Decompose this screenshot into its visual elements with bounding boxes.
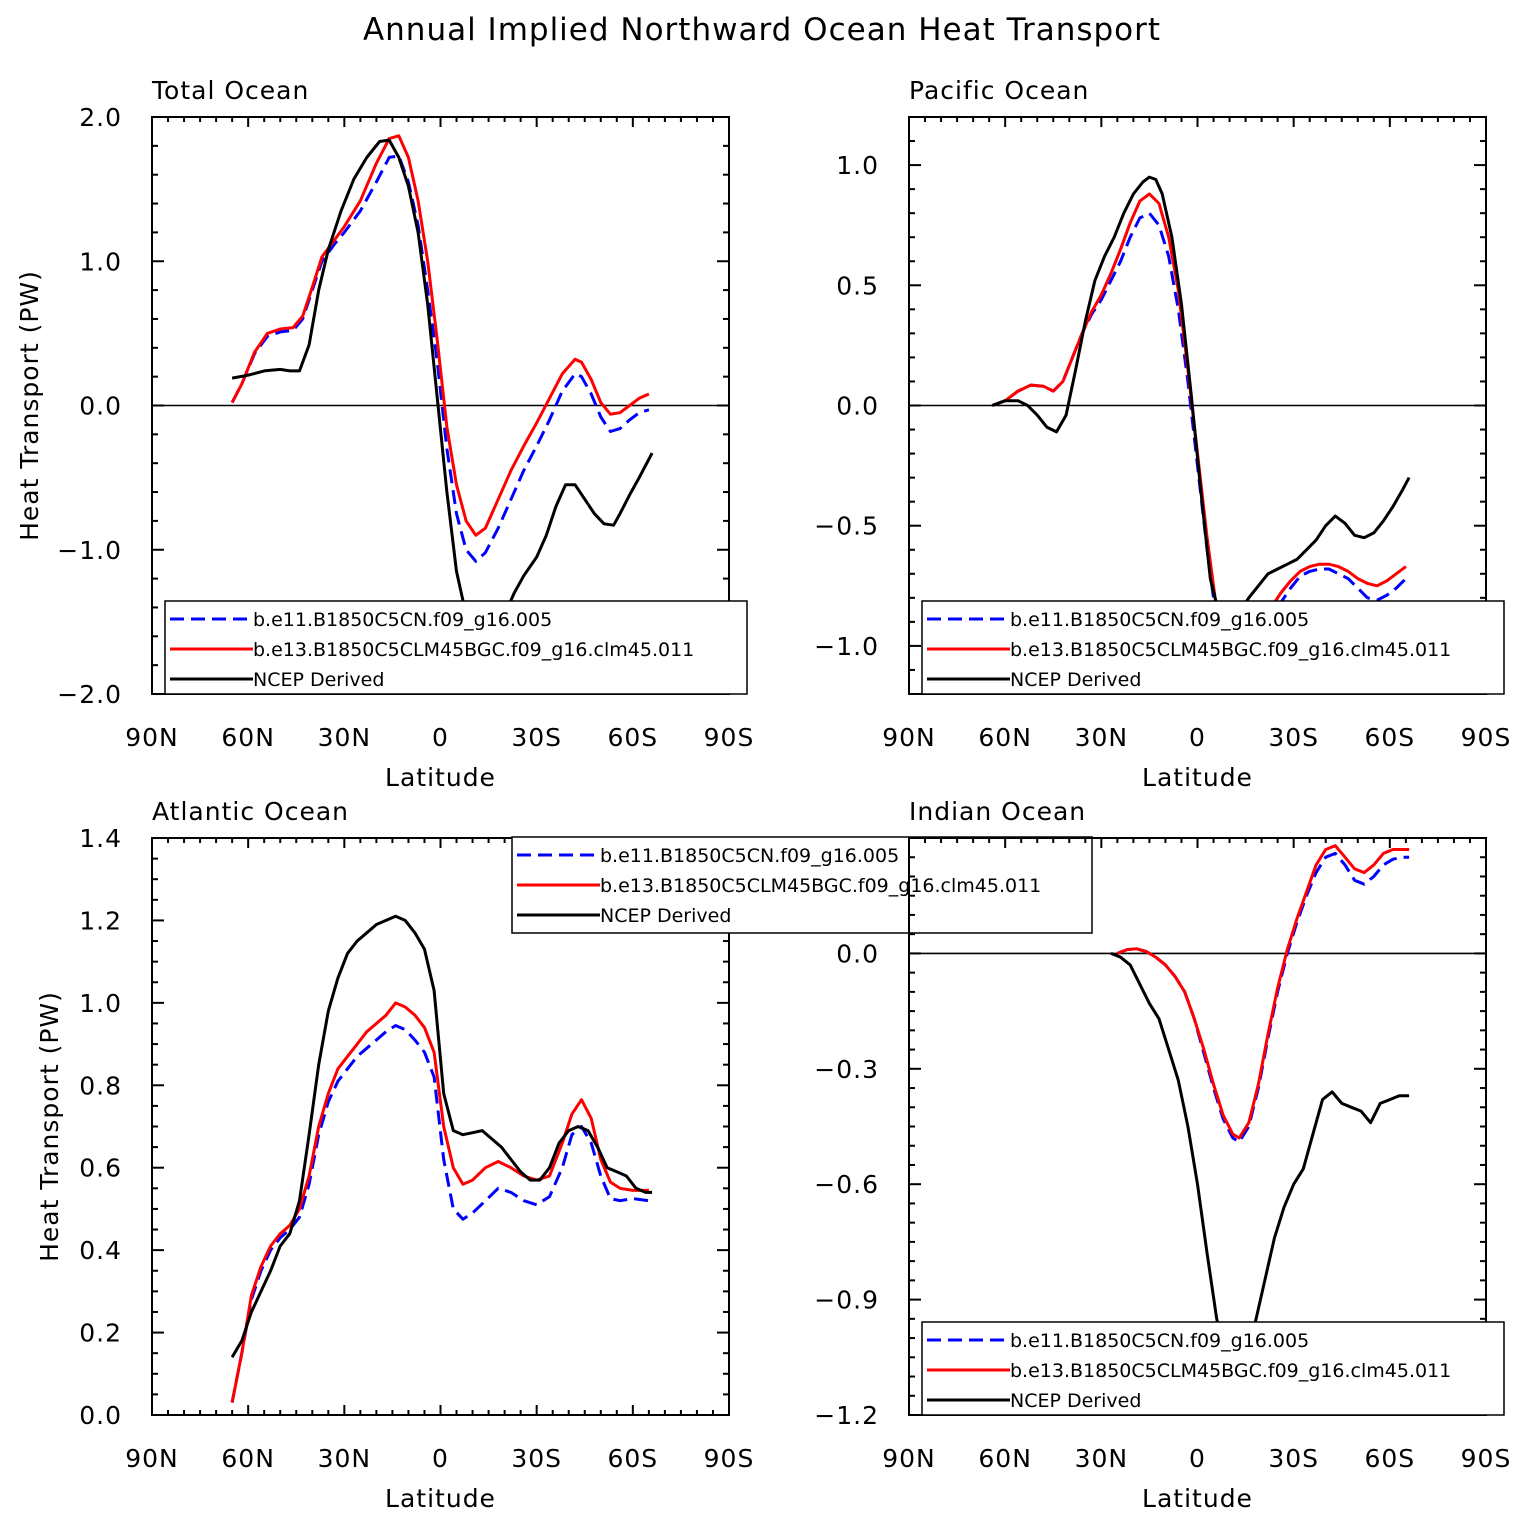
legend-label: b.e13.B1850C5CLM45BGC.f09_g16.clm45.011 — [600, 875, 1041, 897]
series-line — [230, 134, 650, 537]
y-tick-label: −0.5 — [814, 512, 879, 541]
legend-box — [164, 600, 748, 695]
panel-title: Indian Ocean — [909, 797, 1086, 826]
figure-title: Annual Implied Northward Ocean Heat Tran… — [362, 12, 1162, 48]
panel-title: Atlantic Ocean — [152, 797, 349, 826]
x-tick-label: 60N — [978, 723, 1032, 752]
legend-label: b.e11.B1850C5CN.f09_g16.005 — [1010, 1330, 1309, 1352]
legend-box — [921, 600, 1505, 695]
legend: b.e11.B1850C5CN.f09_g16.005 b.e13.B1850C5… — [921, 600, 1505, 695]
x-axis-label: Latitude — [1142, 763, 1253, 792]
x-tick-label: 30S — [1268, 723, 1319, 752]
y-tick-label: −1.0 — [57, 536, 122, 565]
legend-label: b.e13.B1850C5CLM45BGC.f09_g16.clm45.011 — [253, 639, 694, 661]
x-axis-label: Latitude — [385, 763, 496, 792]
series-line — [991, 192, 1407, 657]
x-tick-label: 0 — [432, 723, 449, 752]
y-tick-label: −1.0 — [814, 632, 879, 661]
x-axis-label: Latitude — [385, 1484, 496, 1513]
x-tick-label: 60N — [221, 1444, 275, 1473]
legend-label: NCEP Derived — [1010, 669, 1141, 691]
panel-indian-ocean: Indian Ocean 90N 60N 30N 0 30S 60S 90S −1.2 −0.9 −… — [814, 797, 1512, 1513]
y-tick-label: 0.0 — [79, 1401, 122, 1430]
y-axis-label: Heat Transport (PW) — [35, 991, 64, 1262]
legend-label: NCEP Derived — [600, 905, 731, 927]
legend-label: b.e11.B1850C5CN.f09_g16.005 — [600, 845, 899, 867]
y-tick-label: −0.9 — [814, 1286, 879, 1315]
x-tick-label: 60S — [1364, 1444, 1415, 1473]
x-tick-label: 30N — [318, 1444, 372, 1473]
y-tick-label: −1.2 — [814, 1401, 879, 1430]
panel-pacific-ocean: Pacific Ocean 90N 60N 30N 0 30S 60S 90S −1.0 −0.5… — [814, 76, 1512, 792]
x-tick-label: 90S — [1461, 1444, 1512, 1473]
x-tick-label: 90N — [125, 723, 179, 752]
legend-label: b.e13.B1850C5CLM45BGC.f09_g16.clm45.011 — [1010, 1360, 1451, 1382]
y-tick-label: 0.2 — [79, 1319, 122, 1348]
y-tick-label: 1.2 — [79, 906, 122, 935]
y-tick-label: −0.6 — [814, 1170, 879, 1199]
y-tick-label: 0.6 — [79, 1154, 122, 1183]
x-tick-label: 60S — [607, 1444, 658, 1473]
series-line — [230, 914, 653, 1359]
x-tick-label: 30S — [511, 1444, 562, 1473]
y-tick-label: 0.4 — [79, 1236, 122, 1265]
y-tick-label: 0.8 — [79, 1071, 122, 1100]
y-tick-label: −2.0 — [57, 680, 122, 709]
y-tick-label: 0.0 — [79, 392, 122, 421]
series-line — [1116, 844, 1410, 1140]
panel-total-ocean: Total Ocean 90N 60N 30N 0 30S 60S 90S −2.0 −1.0 0.… — [15, 76, 755, 792]
legend-label: NCEP Derived — [1010, 1390, 1141, 1412]
panel-atlantic-ocean: Atlantic Ocean 90N 60N 30N 0 30S 60S 90S 0.0 0.2 0… — [35, 797, 1093, 1513]
x-tick-label: 60N — [221, 723, 275, 752]
x-tick-label: 30N — [1075, 723, 1129, 752]
x-tick-label: 90N — [882, 723, 936, 752]
legend-label: NCEP Derived — [253, 669, 384, 691]
y-tick-label: −0.3 — [814, 1055, 879, 1084]
x-tick-label: 60S — [607, 723, 658, 752]
series-line — [230, 1024, 650, 1403]
panel-title: Total Ocean — [151, 76, 309, 105]
plot-frame — [151, 837, 730, 1416]
legend: b.e11.B1850C5CN.f09_g16.005 b.e13.B1850C5… — [511, 836, 1093, 934]
legend-box — [511, 836, 1093, 934]
x-tick-label: 30S — [1268, 1444, 1319, 1473]
series-line — [1110, 952, 1410, 1359]
x-tick-label: 90S — [1461, 723, 1512, 752]
legend-label: b.e13.B1850C5CLM45BGC.f09_g16.clm45.011 — [1010, 639, 1451, 661]
series-line — [991, 175, 1411, 624]
x-tick-label: 0 — [432, 1444, 449, 1473]
series-line — [231, 138, 654, 645]
y-axis-label: Heat Transport (PW) — [15, 270, 44, 541]
y-tick-label: 1.4 — [79, 824, 122, 853]
y-tick-label: 1.0 — [79, 989, 122, 1018]
series-line — [1116, 851, 1410, 1144]
y-tick-label: 1.0 — [79, 247, 122, 276]
x-axis-label: Latitude — [1142, 1484, 1253, 1513]
x-tick-label: 30N — [318, 723, 372, 752]
legend: b.e11.B1850C5CN.f09_g16.005 b.e13.B1850C5… — [164, 600, 748, 695]
x-tick-label: 30S — [511, 723, 562, 752]
x-tick-label: 60S — [1364, 723, 1415, 752]
y-tick-label: 1.0 — [836, 151, 879, 180]
y-tick-label: 2.0 — [79, 103, 122, 132]
legend-label: b.e11.B1850C5CN.f09_g16.005 — [1010, 609, 1309, 631]
x-tick-label: 0 — [1189, 723, 1206, 752]
legend-box — [921, 1321, 1505, 1416]
x-tick-label: 30N — [1075, 1444, 1129, 1473]
x-tick-label: 90N — [125, 1444, 179, 1473]
panel-title: Pacific Ocean — [909, 76, 1089, 105]
legend-label: b.e11.B1850C5CN.f09_g16.005 — [253, 609, 552, 631]
y-tick-label: 0.0 — [836, 939, 879, 968]
x-tick-label: 90N — [882, 1444, 936, 1473]
legend: b.e11.B1850C5CN.f09_g16.005 b.e13.B1850C5… — [921, 1321, 1505, 1416]
x-tick-label: 0 — [1189, 1444, 1206, 1473]
x-tick-label: 60N — [978, 1444, 1032, 1473]
x-tick-label: 90S — [704, 723, 755, 752]
y-tick-label: 0.5 — [836, 271, 879, 300]
y-tick-label: 0.0 — [836, 392, 879, 421]
x-tick-label: 90S — [704, 1444, 755, 1473]
